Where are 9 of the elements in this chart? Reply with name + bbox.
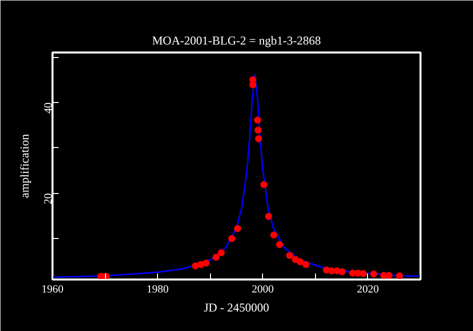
y-axis-title: amplification — [18, 134, 32, 198]
x-tick-label: 1980 — [146, 284, 170, 296]
y-tick-label: 40 — [42, 102, 54, 114]
y-tick-label: 20 — [42, 192, 54, 204]
x-tick-label: 2000 — [252, 284, 274, 296]
x-tick-label: 2020 — [356, 284, 380, 296]
chart-title: MOA-2001-BLG-2 = ngb1-3-2868 — [152, 34, 321, 48]
x-axis-title: JD - 2450000 — [204, 300, 270, 314]
x-tick-label: 1960 — [42, 284, 64, 296]
